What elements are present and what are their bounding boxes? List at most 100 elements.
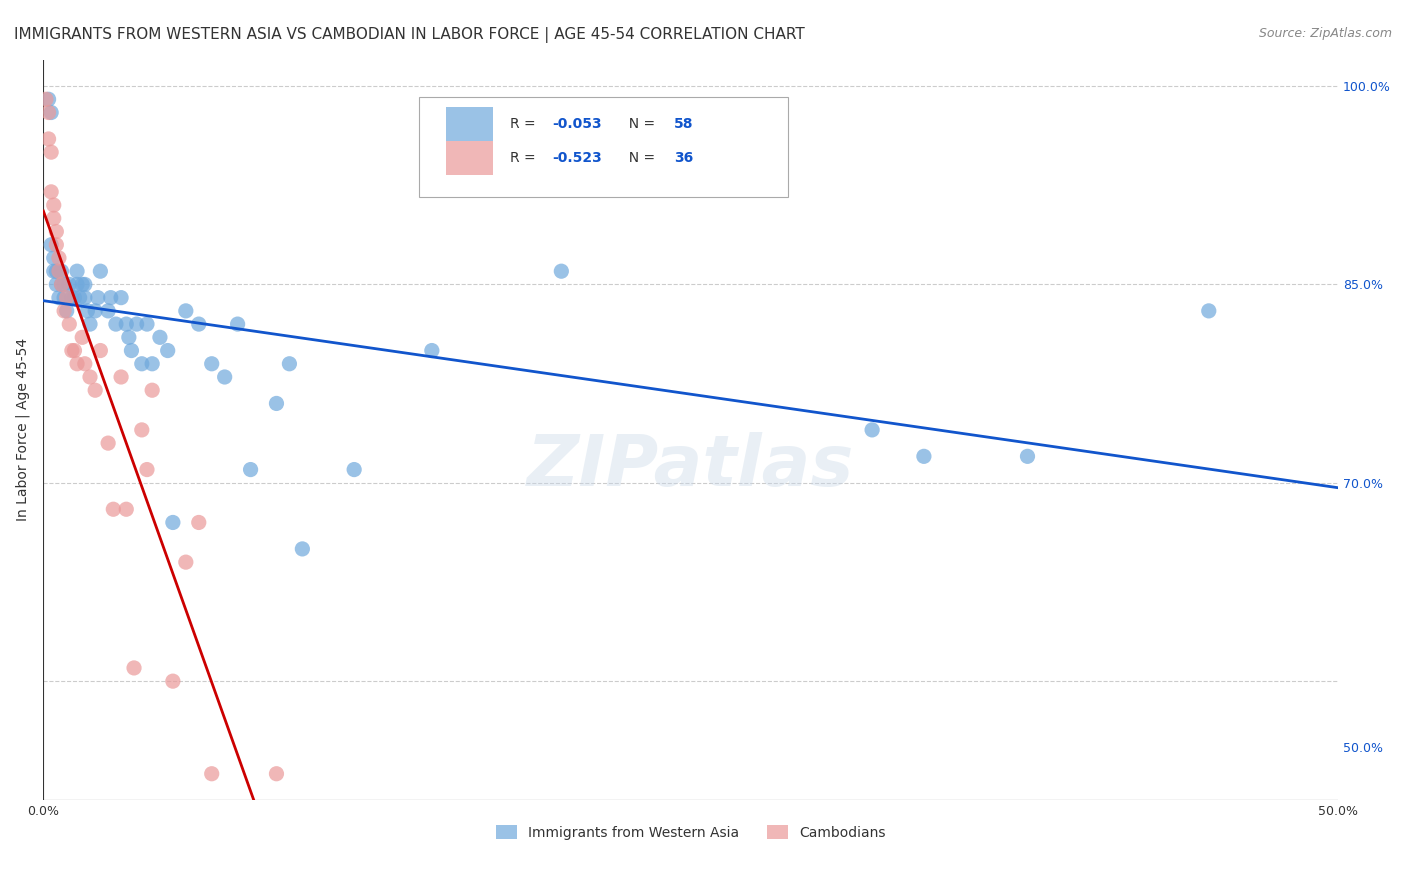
Point (89, 343, 111, 358)
Point (118, 330, 141, 344)
Point (120, 343, 142, 358)
Point (48, 251, 70, 265)
Text: Source: ZipAtlas.com: Source: ZipAtlas.com (1258, 27, 1392, 40)
Point (131, 357, 153, 371)
Point (55, 291, 77, 305)
Point (58, 317, 80, 331)
Point (45, 277, 67, 292)
Point (45, 225, 67, 239)
Point (45, 264, 67, 278)
Y-axis label: In Labor Force | Age 45-54: In Labor Force | Age 45-54 (15, 338, 30, 522)
Point (60, 343, 83, 358)
Point (89, 264, 111, 278)
Point (103, 502, 125, 516)
Point (63, 291, 86, 305)
Point (58, 277, 80, 292)
Point (53, 304, 76, 318)
Text: -0.053: -0.053 (553, 117, 602, 131)
Point (87, 291, 110, 305)
Point (110, 370, 132, 384)
Point (131, 423, 153, 437)
Point (1198, 304, 1220, 318)
Point (55, 304, 77, 318)
Point (51, 264, 73, 278)
Text: N =: N = (620, 117, 659, 131)
Point (174, 555, 197, 569)
Point (66, 264, 89, 278)
Point (187, 516, 209, 530)
Point (84, 304, 107, 318)
Point (42, 198, 65, 212)
Text: 36: 36 (673, 151, 693, 165)
Point (39, 237, 62, 252)
Point (42, 251, 65, 265)
Text: N =: N = (620, 151, 659, 165)
Point (136, 317, 159, 331)
Point (53, 277, 76, 292)
Point (201, 357, 224, 371)
Text: ZIPatlas: ZIPatlas (527, 433, 855, 501)
Point (343, 462, 366, 476)
Point (53, 291, 76, 305)
Point (115, 317, 138, 331)
Point (141, 383, 163, 397)
Point (84, 383, 107, 397)
Text: R =: R = (509, 117, 540, 131)
Point (226, 317, 249, 331)
Point (125, 317, 148, 331)
Point (76, 304, 98, 318)
Point (156, 343, 179, 358)
Point (63, 343, 86, 358)
Point (38, 92, 60, 106)
FancyBboxPatch shape (446, 141, 492, 175)
Point (201, 766, 224, 780)
Point (70, 277, 93, 292)
Point (45, 237, 67, 252)
Legend: Immigrants from Western Asia, Cambodians: Immigrants from Western Asia, Cambodians (491, 819, 891, 845)
Point (162, 516, 184, 530)
Point (278, 357, 301, 371)
Point (66, 277, 89, 292)
Point (97, 436, 120, 450)
FancyBboxPatch shape (419, 96, 787, 196)
Point (38, 132, 60, 146)
Point (79, 370, 101, 384)
Point (79, 317, 101, 331)
Point (912, 450, 935, 464)
Point (48, 264, 70, 278)
Point (550, 264, 572, 278)
Point (38, 105, 60, 120)
Point (73, 291, 96, 305)
Point (266, 396, 288, 410)
Point (60, 291, 83, 305)
Point (42, 211, 65, 226)
Point (1017, 450, 1039, 464)
Text: 58: 58 (673, 117, 693, 131)
Point (100, 291, 122, 305)
Point (266, 766, 288, 780)
Point (214, 370, 236, 384)
Point (174, 304, 197, 318)
Point (73, 357, 96, 371)
FancyBboxPatch shape (446, 107, 492, 141)
Point (48, 291, 70, 305)
Point (122, 661, 145, 675)
Point (860, 423, 883, 437)
Point (35, 92, 58, 106)
Point (69, 291, 91, 305)
Point (115, 502, 138, 516)
Text: IMMIGRANTS FROM WESTERN ASIA VS CAMBODIAN IN LABOR FORCE | AGE 45-54 CORRELATION: IMMIGRANTS FROM WESTERN ASIA VS CAMBODIA… (14, 27, 804, 43)
Point (110, 291, 132, 305)
Point (51, 277, 73, 292)
Point (39, 185, 62, 199)
Point (42, 264, 65, 278)
Point (66, 357, 89, 371)
Point (420, 343, 443, 358)
Point (162, 674, 184, 689)
Point (104, 317, 127, 331)
Point (141, 357, 163, 371)
Point (149, 330, 172, 344)
Text: R =: R = (509, 151, 540, 165)
Point (39, 105, 62, 120)
Point (48, 264, 70, 278)
